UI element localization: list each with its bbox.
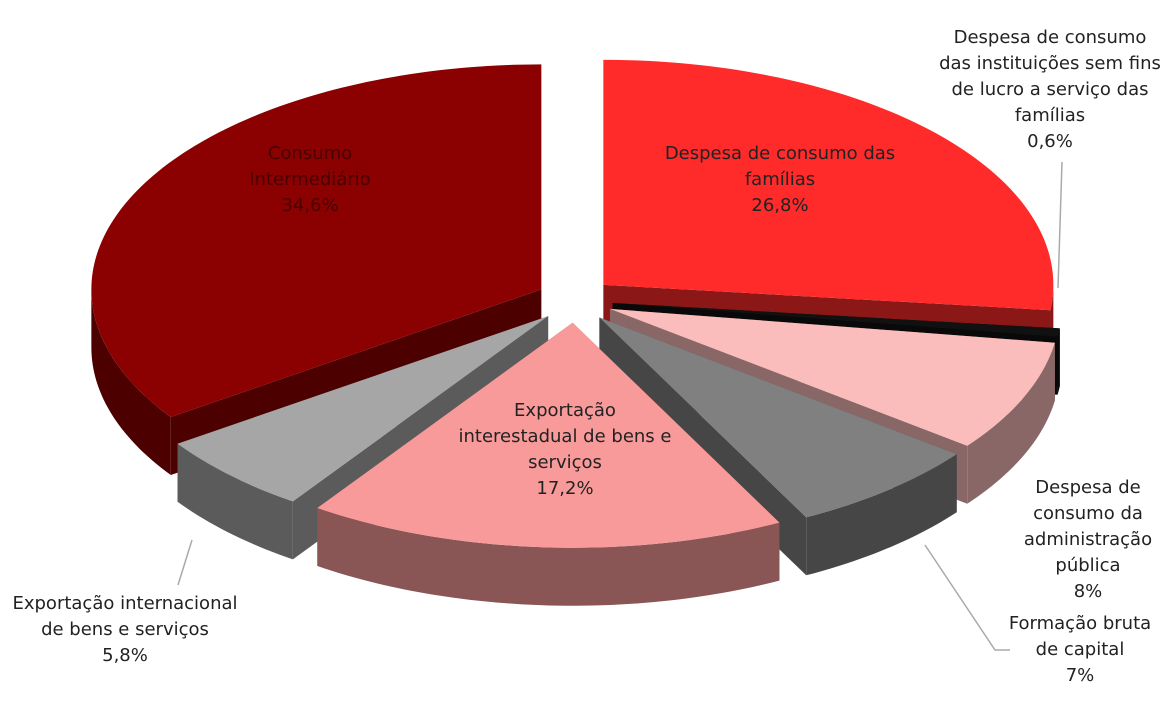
data-label: Despesa de consumo das instituições sem … [935,25,1165,155]
data-label: Exportação internacional de bens e servi… [0,591,250,669]
slice [91,64,542,418]
slice-wall [177,443,293,560]
slices [91,59,1060,606]
value-label: 26,8% [751,195,809,216]
data-label: Despesa de consumo da administração públ… [1013,475,1163,605]
slice [599,317,957,518]
category-label: Despesa de consumo da administração públ… [1023,477,1153,576]
value-label: 7% [1065,665,1095,686]
slice [612,302,1060,337]
slice [317,322,780,548]
category-label: Despesa de consumo das instituições sem … [939,27,1161,126]
slice-wall [1057,328,1060,395]
category-label: Exportação internacional de bens e servi… [12,593,238,640]
slice-wall [317,508,780,606]
value-label: 17,2% [536,478,594,499]
leader-line [1057,161,1063,289]
value-label: 5,8% [102,645,148,666]
slice-wall [967,342,1055,504]
value-label: 34,6% [281,195,339,216]
data-label: Despesa de consumo das famílias 26,8% [650,141,910,219]
slice [609,308,1055,446]
slice [603,59,1054,311]
data-label: Consumo Intermediário 34,6% [210,141,410,219]
leader-line [177,539,193,586]
category-label: Consumo Intermediário [249,143,371,190]
data-label: Formação bruta de capital 7% [1000,611,1160,689]
slice-wall [806,454,957,576]
slice-wall [91,289,171,476]
leader-line [924,544,1010,651]
data-label: Exportação interestadual de bens e servi… [455,398,675,502]
category-label: Exportação interestadual de bens e servi… [458,400,672,473]
category-label: Formação bruta de capital [1008,613,1152,660]
slice [177,316,549,502]
category-label: Despesa de consumo das famílias [664,143,896,190]
value-label: 0,6% [1027,131,1073,152]
value-label: 8% [1073,581,1103,602]
